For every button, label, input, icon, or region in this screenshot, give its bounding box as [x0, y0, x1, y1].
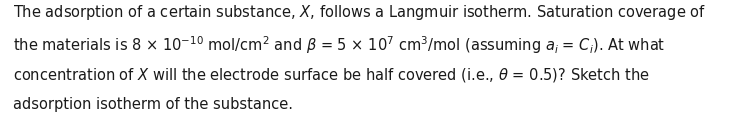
Text: concentration of $\mathit{X}$ will the electrode surface be half covered (i.e., : concentration of $\mathit{X}$ will the e… — [13, 65, 650, 83]
Text: The adsorption of a certain substance, $\mathit{X}$, follows a Langmuir isotherm: The adsorption of a certain substance, $… — [13, 3, 706, 22]
Text: the materials is 8 $\times$ 10$^{-10}$ mol/cm$^{2}$ and $\beta$ = 5 $\times$ 10$: the materials is 8 $\times$ 10$^{-10}$ m… — [13, 34, 666, 56]
Text: adsorption isotherm of the substance.: adsorption isotherm of the substance. — [13, 96, 293, 111]
